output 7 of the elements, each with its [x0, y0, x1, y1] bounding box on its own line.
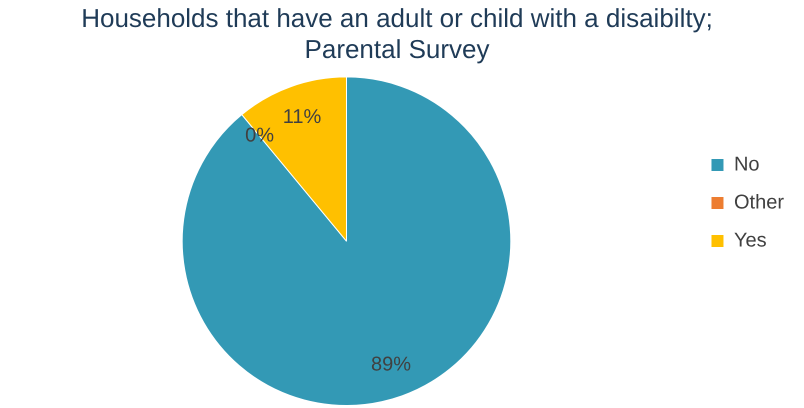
- legend-label: Yes: [734, 230, 767, 252]
- legend-label: Other: [734, 192, 784, 214]
- text: 0%: [245, 124, 274, 147]
- legend-label: No: [734, 154, 760, 176]
- chart-title: Households that have an adult or child with a disaibilty; Parental Survey: [81, 2, 713, 64]
- data-label: 89%: [371, 353, 412, 376]
- data-label: 11%: [282, 106, 322, 128]
